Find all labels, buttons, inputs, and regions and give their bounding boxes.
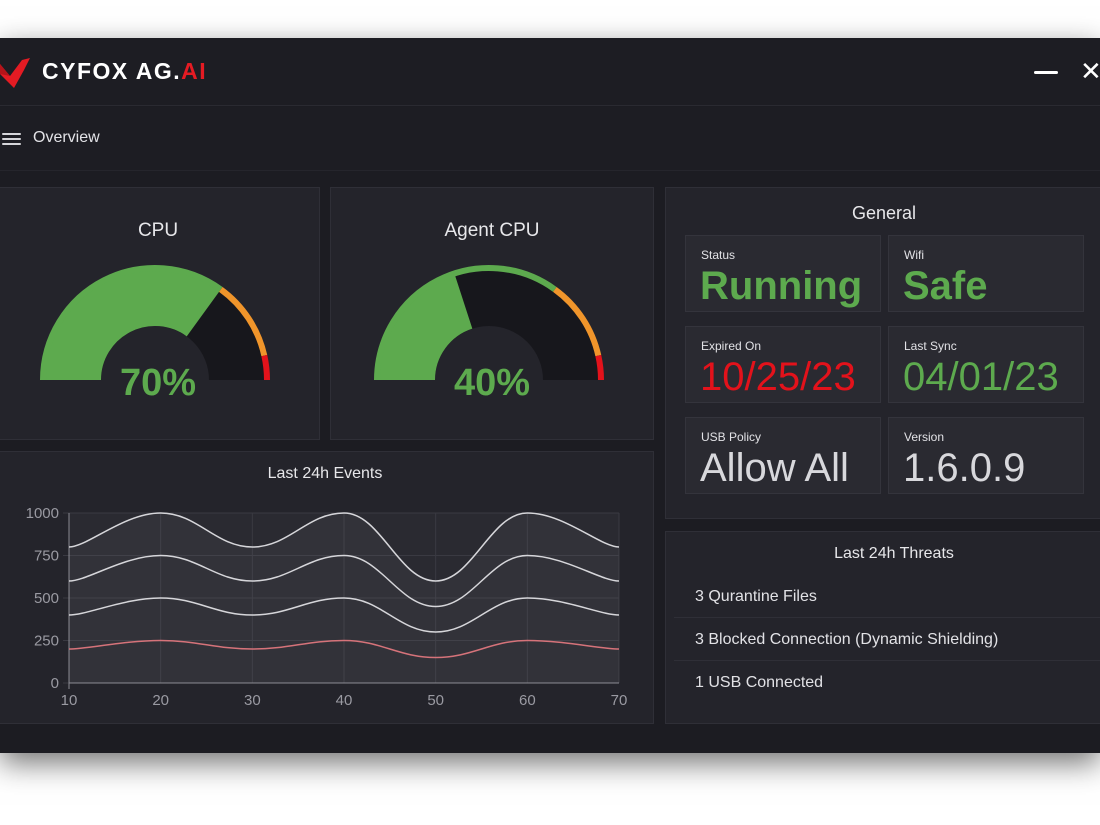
expired-on-label: Expired On — [701, 339, 762, 353]
series-line-3 — [68, 597, 620, 633]
x-tick-label: 40 — [336, 692, 353, 709]
status-label: Status — [701, 248, 736, 262]
threat-item-text: 1 USB Connected — [695, 674, 824, 691]
cpu-gauge-panel: CPU 70% — [0, 187, 320, 440]
threat-item-text: 3 Blocked Connection (Dynamic Shielding) — [695, 631, 999, 648]
nav-bar: Overview — [0, 107, 1100, 171]
x-tick-label: 20 — [152, 692, 169, 709]
y-tick-label: 1000 — [26, 505, 59, 522]
brand-main: CYFOX AG. — [42, 58, 182, 84]
status-value: Running — [700, 264, 863, 308]
events-line-chart: 10 20 30 40 50 60 70 0 250 500 750 1000 — [26, 505, 628, 709]
gauge-threshold-arc — [553, 286, 602, 357]
minimize-icon[interactable] — [1034, 71, 1058, 74]
threat-item[interactable]: 1 USB Connected — [674, 661, 1100, 704]
gauge-threshold-arc — [219, 286, 268, 357]
x-tick-label: 70 — [611, 692, 628, 709]
last-sync-value: 04/01/23 — [903, 355, 1059, 399]
y-tick-label: 750 — [34, 548, 59, 565]
expired-on-card: Expired On 10/25/23 — [685, 326, 881, 403]
cpu-gauge — [40, 265, 270, 382]
gauge-threshold-arc — [40, 265, 223, 381]
events-chart-panel: Last 24h Events 10 20 30 40 50 60 70 0 250 500 750… — [0, 451, 654, 724]
version-value: 1.6.0.9 — [903, 446, 1026, 490]
chart-title: Last 24h Events — [267, 465, 383, 482]
agent-cpu-gauge-title: Agent CPU — [444, 220, 540, 241]
wifi-label: Wifi — [904, 248, 924, 262]
wifi-value: Safe — [903, 264, 988, 308]
version-label: Version — [904, 430, 945, 444]
x-tick-label: 30 — [244, 692, 261, 709]
y-tick-label: 500 — [34, 590, 59, 607]
y-tick-label: 0 — [51, 675, 59, 692]
gauge-threshold-arc — [595, 354, 604, 381]
threat-item[interactable]: 3 Blocked Connection (Dynamic Shielding) — [674, 618, 1100, 661]
cpu-gauge-value: 70% — [119, 362, 197, 404]
last-sync-card: Last Sync 04/01/23 — [888, 326, 1084, 403]
title-bar: CYFOX AG.AI ✕ — [0, 38, 1100, 106]
app-window: CYFOX AG.AI ✕ Overview CPU 70% Agent CPU… — [0, 38, 1100, 753]
page-title: Overview — [33, 129, 100, 146]
close-icon[interactable]: ✕ — [1080, 56, 1100, 86]
brand-accent: AI — [181, 58, 208, 84]
usb-policy-label: USB Policy — [701, 430, 762, 444]
series-line-4 — [68, 639, 620, 659]
agent-cpu-gauge-panel: Agent CPU 40% — [330, 187, 654, 440]
threats-title: Last 24h Threats — [834, 545, 954, 562]
usb-policy-value: Allow All — [700, 446, 849, 490]
wifi-card: Wifi Safe — [888, 235, 1084, 312]
agent-cpu-gauge-value: 40% — [453, 362, 531, 404]
status-card: Status Running — [685, 235, 881, 312]
threat-item[interactable]: 3 Qurantine Files — [674, 575, 1100, 618]
y-tick-label: 250 — [34, 633, 59, 650]
cpu-gauge-title: CPU — [137, 220, 179, 241]
x-tick-label: 60 — [519, 692, 536, 709]
last-sync-label: Last Sync — [904, 339, 957, 353]
general-title: General — [851, 203, 917, 223]
version-card: Version 1.6.0.9 — [888, 417, 1084, 494]
expired-on-value: 10/25/23 — [700, 355, 856, 399]
hamburger-icon[interactable] — [2, 133, 21, 146]
agent-cpu-gauge — [374, 265, 604, 382]
gauge-value-arc — [45, 270, 220, 382]
gauge-value-arc — [379, 275, 474, 382]
series-line-1 — [68, 512, 620, 582]
threat-item-text: 3 Qurantine Files — [695, 588, 817, 605]
usb-policy-card: USB Policy Allow All — [685, 417, 881, 494]
cyfox-logo-icon — [0, 58, 30, 88]
gauge-threshold-arc — [374, 265, 557, 381]
x-tick-label: 50 — [427, 692, 444, 709]
threats-panel: Last 24h Threats 3 Qurantine Files 3 Blo… — [665, 531, 1100, 724]
app-brand: CYFOX AG.AI — [42, 58, 207, 85]
x-tick-label: 10 — [61, 692, 78, 709]
general-panel: General Status Running Wifi Safe Expired… — [665, 187, 1100, 519]
series-line-2 — [68, 554, 620, 608]
gauge-threshold-arc — [261, 354, 270, 381]
